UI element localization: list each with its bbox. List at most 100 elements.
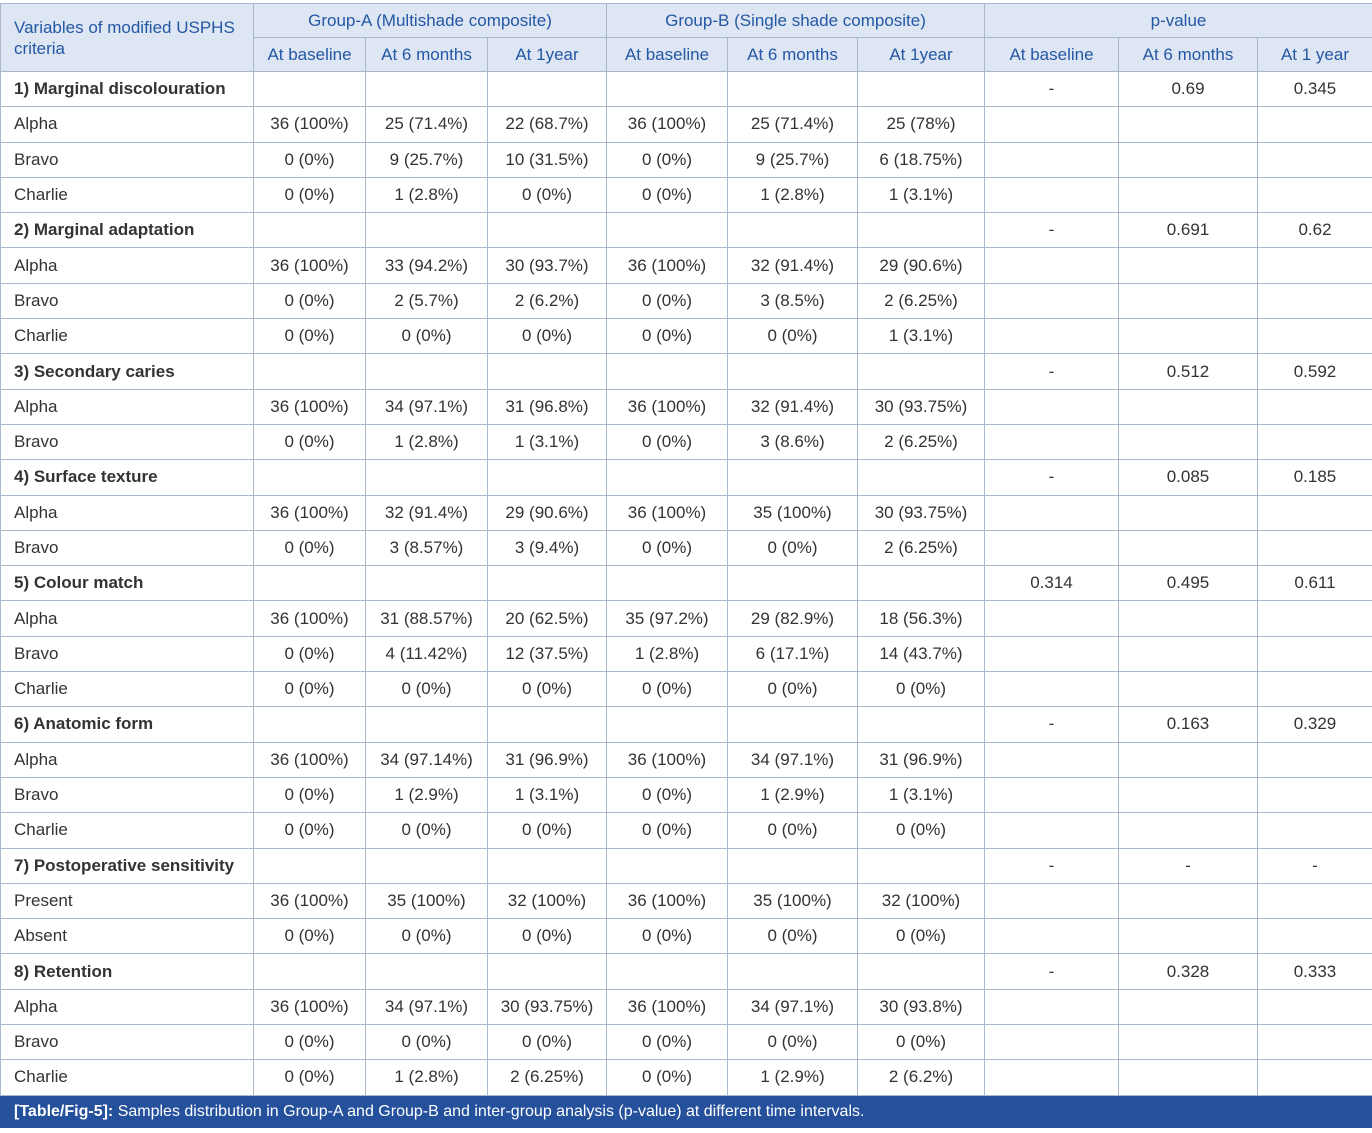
cell: 0 (0%) xyxy=(254,1060,366,1095)
cell: 25 (78%) xyxy=(858,107,985,142)
cell: 0.69 xyxy=(1119,72,1258,107)
cell: 0 (0%) xyxy=(607,1060,728,1095)
empty-cell xyxy=(254,213,366,248)
empty-cell xyxy=(366,460,488,495)
empty-cell xyxy=(607,566,728,601)
empty-cell xyxy=(1119,248,1258,283)
empty-cell xyxy=(858,354,985,389)
empty-cell xyxy=(858,460,985,495)
empty-cell xyxy=(985,283,1119,318)
caption: [Table/Fig-5]: Samples distribution in G… xyxy=(0,1096,1372,1128)
subheader: At 1year xyxy=(488,38,607,72)
empty-cell xyxy=(607,460,728,495)
cell: 0 (0%) xyxy=(858,1025,985,1060)
empty-cell xyxy=(366,72,488,107)
empty-cell xyxy=(985,1060,1119,1095)
empty-cell xyxy=(985,601,1119,636)
cell: 20 (62.5%) xyxy=(488,601,607,636)
cell: 32 (100%) xyxy=(858,883,985,918)
empty-cell xyxy=(985,389,1119,424)
empty-cell xyxy=(985,495,1119,530)
empty-cell xyxy=(985,919,1119,954)
cell: 0 (0%) xyxy=(858,919,985,954)
cell: 35 (100%) xyxy=(366,883,488,918)
row-label: Alpha xyxy=(1,601,254,636)
empty-cell xyxy=(254,72,366,107)
empty-cell xyxy=(488,566,607,601)
empty-cell xyxy=(728,566,858,601)
empty-cell xyxy=(1119,1025,1258,1060)
cell: 0 (0%) xyxy=(366,919,488,954)
empty-cell xyxy=(1119,495,1258,530)
empty-cell xyxy=(1119,813,1258,848)
cell: 0 (0%) xyxy=(254,177,366,212)
cell: 0 (0%) xyxy=(488,319,607,354)
cell: 0 (0%) xyxy=(607,1025,728,1060)
empty-cell xyxy=(1258,424,1372,459)
cell: 0 (0%) xyxy=(488,177,607,212)
row-label: Bravo xyxy=(1,283,254,318)
cell: 36 (100%) xyxy=(254,601,366,636)
cell: 18 (56.3%) xyxy=(858,601,985,636)
cell: 34 (97.1%) xyxy=(366,989,488,1024)
subheader: At 6 months xyxy=(1119,38,1258,72)
empty-cell xyxy=(728,213,858,248)
cell: 36 (100%) xyxy=(254,389,366,424)
empty-cell xyxy=(1119,989,1258,1024)
cell: 2 (6.25%) xyxy=(858,283,985,318)
cell: 12 (37.5%) xyxy=(488,636,607,671)
empty-cell xyxy=(488,354,607,389)
cell: 0.611 xyxy=(1258,566,1372,601)
cell: 0.512 xyxy=(1119,354,1258,389)
group-header: Group-B (Single shade composite) xyxy=(607,4,985,38)
empty-cell xyxy=(1258,1060,1372,1095)
cell: 0 (0%) xyxy=(488,672,607,707)
cell: 1 (2.9%) xyxy=(366,777,488,812)
cell: 0.163 xyxy=(1119,707,1258,742)
empty-cell xyxy=(1258,319,1372,354)
subheader: At 6 months xyxy=(728,38,858,72)
cell: - xyxy=(985,707,1119,742)
row-label: Bravo xyxy=(1,530,254,565)
cell: 29 (90.6%) xyxy=(858,248,985,283)
cell: 31 (96.9%) xyxy=(858,742,985,777)
cell: 0 (0%) xyxy=(366,1025,488,1060)
row-label: Charlie xyxy=(1,672,254,707)
cell: 2 (6.2%) xyxy=(488,283,607,318)
cell: 0 (0%) xyxy=(254,636,366,671)
empty-cell xyxy=(858,707,985,742)
empty-cell xyxy=(1258,495,1372,530)
cell: 0.314 xyxy=(985,566,1119,601)
cell: 0 (0%) xyxy=(254,1025,366,1060)
empty-cell xyxy=(985,883,1119,918)
cell: 0 (0%) xyxy=(607,919,728,954)
cell: - xyxy=(985,848,1119,883)
cell: 34 (97.1%) xyxy=(728,989,858,1024)
empty-cell xyxy=(985,1025,1119,1060)
cell: 3 (8.5%) xyxy=(728,283,858,318)
cell: 36 (100%) xyxy=(607,989,728,1024)
cell: 32 (91.4%) xyxy=(728,389,858,424)
row-label: Bravo xyxy=(1,636,254,671)
cell: 9 (25.7%) xyxy=(728,142,858,177)
cell: 32 (100%) xyxy=(488,883,607,918)
cell: 0 (0%) xyxy=(488,813,607,848)
cell: 30 (93.75%) xyxy=(858,389,985,424)
cell: - xyxy=(985,354,1119,389)
empty-cell xyxy=(1119,601,1258,636)
empty-cell xyxy=(1119,883,1258,918)
empty-cell xyxy=(254,954,366,989)
cell: 0.328 xyxy=(1119,954,1258,989)
empty-cell xyxy=(1258,601,1372,636)
empty-cell xyxy=(366,213,488,248)
cell: 0 (0%) xyxy=(728,530,858,565)
section-label: 4) Surface texture xyxy=(1,460,254,495)
subheader: At 6 months xyxy=(366,38,488,72)
cell: 1 (2.9%) xyxy=(728,777,858,812)
